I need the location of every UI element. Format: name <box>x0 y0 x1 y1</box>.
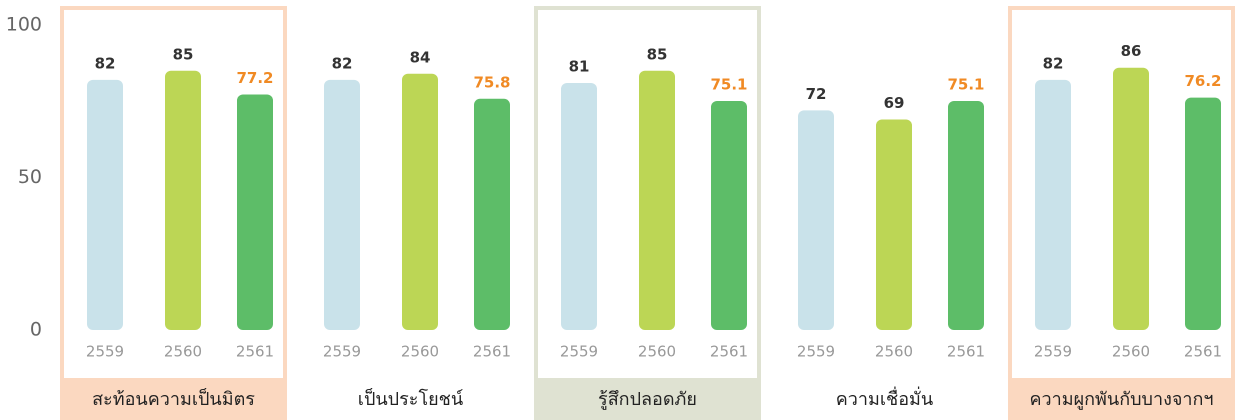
value-label: 69 <box>884 94 905 112</box>
bar <box>87 79 123 331</box>
category-label: สะท้อนความเป็นมิตร <box>92 387 255 410</box>
value-label: 75.1 <box>947 75 984 93</box>
bar <box>237 94 273 330</box>
category-label: รู้สึกปลอดภัย <box>598 389 697 410</box>
value-label: 85 <box>647 45 668 63</box>
value-label: 86 <box>1121 42 1142 60</box>
y-tick-label: 0 <box>30 319 42 341</box>
value-label: 72 <box>806 85 827 103</box>
series-label: 2561 <box>947 343 985 361</box>
series-label: 2559 <box>86 343 124 361</box>
value-label: 82 <box>332 54 353 72</box>
bar <box>474 98 510 330</box>
value-label: 85 <box>173 45 194 63</box>
value-label: 82 <box>1043 54 1064 72</box>
bar <box>165 70 201 330</box>
value-label: 81 <box>569 57 590 75</box>
value-label: 82 <box>95 54 116 72</box>
value-label: 77.2 <box>236 69 273 87</box>
value-label: 75.1 <box>710 75 747 93</box>
series-label: 2561 <box>710 343 748 361</box>
y-tick-label: 100 <box>6 14 42 36</box>
category-label: เป็นประโยชน์ <box>358 387 464 410</box>
bar <box>639 70 675 330</box>
bar <box>711 100 747 330</box>
category-label: ความเชื่อมั่น <box>836 386 933 410</box>
series-label: 2561 <box>473 343 511 361</box>
series-label: 2559 <box>1034 343 1072 361</box>
category-label: ความผูกพันกับบางจากฯ <box>1029 389 1213 410</box>
bar <box>876 119 912 330</box>
bar <box>561 82 597 330</box>
bar <box>1185 97 1221 330</box>
bar <box>948 100 984 330</box>
highlight-band <box>60 380 287 420</box>
bar <box>1113 67 1149 330</box>
series-label: 2561 <box>1184 343 1222 361</box>
bar <box>402 73 438 331</box>
bar <box>798 110 834 331</box>
series-label: 2560 <box>638 343 676 361</box>
value-label: 75.8 <box>473 73 510 91</box>
series-label: 2561 <box>236 343 274 361</box>
series-label: 2560 <box>875 343 913 361</box>
highlight-band <box>1008 380 1235 420</box>
bar <box>1035 79 1071 331</box>
value-label: 84 <box>410 48 431 66</box>
series-label: 2559 <box>323 343 361 361</box>
series-label: 2560 <box>164 343 202 361</box>
series-label: 2559 <box>797 343 835 361</box>
bar <box>324 79 360 331</box>
highlight-band <box>534 380 761 420</box>
series-label: 2560 <box>401 343 439 361</box>
series-label: 2559 <box>560 343 598 361</box>
value-label: 76.2 <box>1184 72 1221 90</box>
series-label: 2560 <box>1112 343 1150 361</box>
y-tick-label: 50 <box>18 166 42 188</box>
